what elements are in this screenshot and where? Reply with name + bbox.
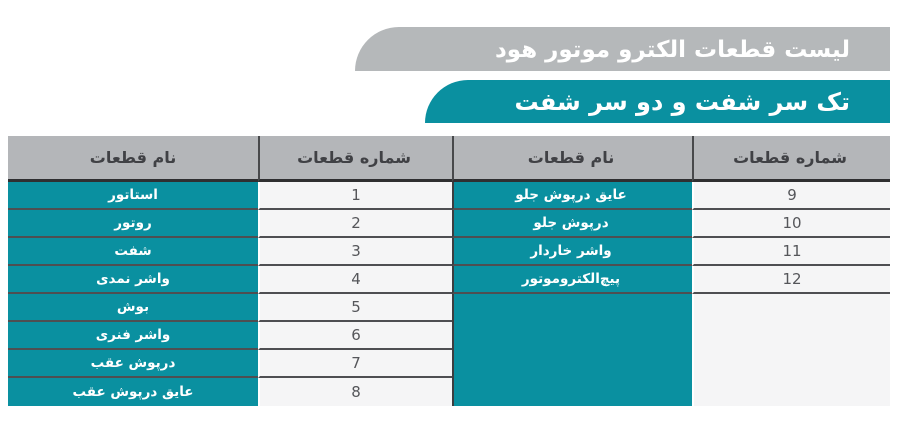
- subtitle-banner: تک سر شفت و دو سر شفت: [425, 80, 890, 123]
- header-right-name: نام قطعات: [452, 136, 692, 182]
- part-number-cell: 4: [258, 266, 452, 294]
- table-row: استاتور 1 عایق درپوش جلو 9: [8, 182, 890, 210]
- part-name-cell: شفت: [8, 238, 258, 266]
- part-number-cell: 5: [258, 294, 452, 322]
- part-number-cell: 1: [258, 182, 452, 210]
- header-right-number: شماره قطعات: [692, 136, 890, 182]
- table-row: عایق درپوش عقب 8: [8, 378, 890, 406]
- part-name-cell: بوش: [8, 294, 258, 322]
- table-row: درپوش عقب 7: [8, 350, 890, 378]
- part-number-cell: 7: [258, 350, 452, 378]
- part-name-cell: واشر نمدی: [8, 266, 258, 294]
- table-header-row: نام قطعات شماره قطعات نام قطعات شماره قط…: [8, 136, 890, 182]
- title-banner: لیست قطعات الکترو موتور هود: [355, 27, 890, 71]
- header-left-name: نام قطعات: [8, 136, 258, 182]
- part-name-cell: عایق درپوش عقب: [8, 378, 258, 406]
- part-name-cell: درپوش جلو: [452, 210, 692, 238]
- subtitle-banner-label: تک سر شفت و دو سر شفت: [514, 88, 851, 116]
- part-name-cell: عایق درپوش جلو: [452, 182, 692, 210]
- table-row: واشر فنری 6: [8, 322, 890, 350]
- title-banner-label: لیست قطعات الکترو موتور هود: [494, 37, 850, 63]
- parts-table: نام قطعات شماره قطعات نام قطعات شماره قط…: [8, 136, 890, 406]
- part-name-cell: درپوش عقب: [8, 350, 258, 378]
- part-name-cell: استاتور: [8, 182, 258, 210]
- empty-number-cell: [692, 294, 890, 406]
- empty-name-cell: [452, 294, 692, 406]
- table-row: بوش 5: [8, 294, 890, 406]
- part-number-cell: 8: [258, 378, 452, 406]
- part-name-cell: روتور: [8, 210, 258, 238]
- part-name-cell: واشر فنری: [8, 322, 258, 350]
- part-number-cell: 9: [692, 182, 890, 210]
- table-row: روتور 2 درپوش جلو 10: [8, 210, 890, 238]
- table-row: واشر نمدی 4 پیچ‌الکتروموتور 12: [8, 266, 890, 294]
- part-number-cell: 10: [692, 210, 890, 238]
- part-number-cell: 2: [258, 210, 452, 238]
- part-name-cell: پیچ‌الکتروموتور: [452, 266, 692, 294]
- part-number-cell: 11: [692, 238, 890, 266]
- part-name-cell: واشر خاردار: [452, 238, 692, 266]
- part-number-cell: 12: [692, 266, 890, 294]
- table-row: شفت 3 واشر خاردار 11: [8, 238, 890, 266]
- part-number-cell: 6: [258, 322, 452, 350]
- header-left-number: شماره قطعات: [258, 136, 452, 182]
- part-number-cell: 3: [258, 238, 452, 266]
